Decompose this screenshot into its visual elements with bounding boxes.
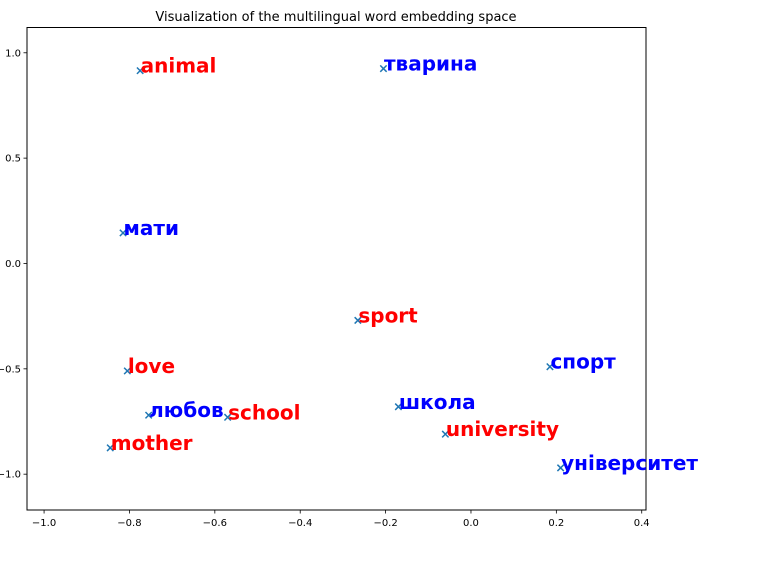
point-marker [394, 403, 403, 411]
point-marker [441, 430, 450, 438]
word-labels: animal тварина мати sport love спорт школа любо… [111, 52, 699, 475]
point-marker [379, 64, 388, 73]
y-tick-label: 1.0 [5, 48, 21, 59]
x-tick-label: 0.2 [548, 518, 564, 529]
y-tick-label: −1.0 [0, 470, 21, 481]
data-markers [106, 64, 565, 472]
x-tick-label: −0.4 [288, 518, 312, 529]
y-tick-label: 0.0 [5, 259, 21, 270]
word-label: любов [149, 398, 223, 422]
word-label: university [446, 417, 559, 441]
point-marker [556, 464, 565, 472]
word-label: мати [124, 216, 179, 240]
point-marker [119, 229, 127, 237]
x-tick-label: −0.8 [117, 518, 141, 529]
plot-area [26, 27, 647, 511]
point-marker [106, 444, 114, 452]
point-marker [546, 362, 554, 371]
y-axis: 1.0 0.5 0.0 −0.5 −1.0 [0, 48, 27, 481]
x-axis: −1.0 −0.8 −0.6 −0.4 −0.2 0.0 0.2 0.4 [32, 510, 650, 529]
y-tick-label: −0.5 [0, 364, 21, 375]
x-tick-label: 0.4 [634, 518, 650, 529]
word-label: school [228, 400, 300, 424]
word-label: animal [141, 54, 217, 78]
point-marker [144, 411, 153, 419]
chart-title: Visualization of the multilingual word e… [155, 10, 516, 25]
point-marker [123, 367, 132, 375]
y-tick-label: 0.5 [5, 154, 21, 165]
word-label: love [128, 354, 175, 378]
point-marker [136, 66, 144, 75]
point-marker [223, 413, 232, 422]
x-tick-label: −0.6 [203, 518, 227, 529]
word-label: mother [111, 431, 193, 455]
point-marker [354, 316, 362, 325]
x-tick-label: −0.2 [373, 518, 397, 529]
word-label: школа [399, 390, 476, 414]
word-label: університет [561, 451, 698, 475]
word-label: тварина [384, 52, 477, 76]
x-tick-label: −1.0 [32, 518, 56, 529]
x-tick-label: 0.0 [463, 518, 479, 529]
word-label: спорт [550, 350, 616, 374]
word-label: sport [358, 303, 418, 327]
